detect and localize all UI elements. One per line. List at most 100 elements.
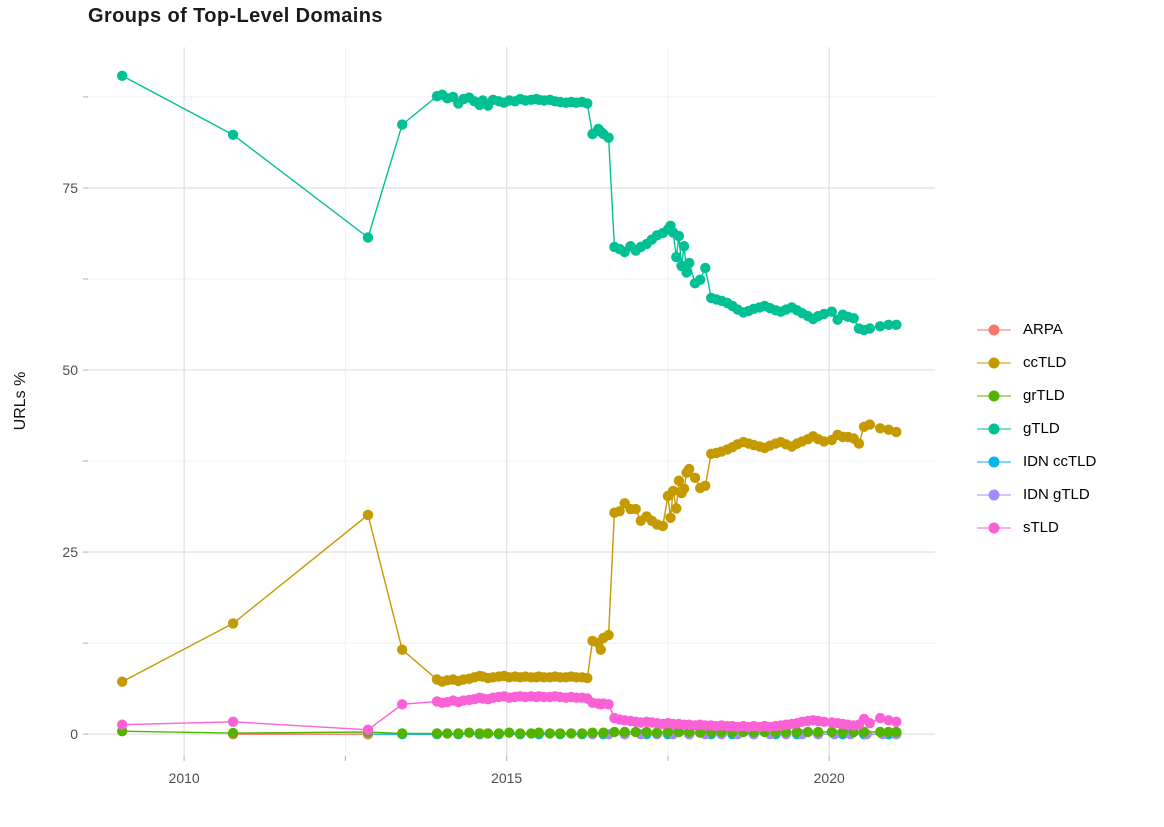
data-point xyxy=(673,475,685,486)
data-point xyxy=(493,728,505,739)
y-tick-label: 50 xyxy=(62,362,78,378)
data-point xyxy=(582,672,593,684)
data-point xyxy=(362,509,374,521)
data-point xyxy=(662,726,674,738)
gridlines xyxy=(88,47,935,756)
legend-item-idn-gtld: IDN gTLD xyxy=(976,478,1096,511)
data-point xyxy=(864,419,875,430)
legend-item-grtld: grTLD xyxy=(976,379,1096,412)
data-point xyxy=(700,262,711,274)
data-point xyxy=(883,715,894,726)
data-point xyxy=(482,728,494,739)
legend-item-idn-cctld: IDN ccTLD xyxy=(976,445,1096,478)
data-point xyxy=(397,728,408,739)
data-point xyxy=(431,728,443,739)
data-point xyxy=(826,306,837,317)
legend-key-icon xyxy=(977,390,1011,401)
legend-label: sTLD xyxy=(1023,519,1059,536)
data-point xyxy=(603,132,614,143)
data-point xyxy=(117,676,128,687)
data-point xyxy=(630,726,641,738)
data-point xyxy=(875,712,886,724)
data-point xyxy=(891,716,902,727)
data-point xyxy=(695,274,706,285)
legend-item-arpa: ARPA xyxy=(976,313,1096,346)
x-tick-label: 2010 xyxy=(168,770,200,786)
data-point xyxy=(609,726,620,738)
data-point xyxy=(826,726,837,738)
data-point xyxy=(117,70,128,82)
legend-key-icon xyxy=(977,456,1011,467)
chart-title: Groups of Top-Level Domains xyxy=(88,5,383,27)
data-point xyxy=(442,728,453,739)
series-grtld xyxy=(117,726,902,739)
legend-label: ccTLD xyxy=(1023,354,1067,371)
data-point xyxy=(813,726,824,738)
data-point xyxy=(875,726,886,738)
data-point xyxy=(684,463,695,475)
legend-label: gTLD xyxy=(1023,420,1060,437)
data-point xyxy=(853,438,865,449)
data-point xyxy=(883,319,894,330)
data-point xyxy=(818,716,830,727)
data-point xyxy=(595,644,606,655)
data-point xyxy=(678,241,690,252)
data-point xyxy=(566,728,577,739)
series-line xyxy=(121,75,897,331)
series-cctld xyxy=(117,419,902,687)
data-point xyxy=(582,98,593,109)
data-point xyxy=(598,727,609,738)
data-point xyxy=(695,727,706,738)
series-stld xyxy=(117,691,902,735)
legend-label: IDN ccTLD xyxy=(1023,453,1097,470)
data-point xyxy=(619,726,630,738)
data-point xyxy=(533,727,545,738)
data-point xyxy=(397,119,408,130)
data-point xyxy=(362,724,374,735)
legend-key-icon xyxy=(977,357,1011,368)
data-point xyxy=(117,719,128,730)
data-point xyxy=(891,426,902,438)
data-point xyxy=(818,308,830,320)
data-point xyxy=(651,727,663,738)
data-point xyxy=(791,726,803,738)
data-point xyxy=(227,727,239,739)
data-point xyxy=(227,129,239,140)
data-point xyxy=(875,321,886,332)
x-tick-label: 2015 xyxy=(491,770,523,786)
data-point xyxy=(657,520,668,532)
legend-label: ARPA xyxy=(1023,321,1063,338)
legend-label: IDN gTLD xyxy=(1023,486,1090,503)
data-point xyxy=(555,728,566,739)
data-point xyxy=(689,472,701,483)
series-gtld xyxy=(117,70,902,336)
data-point xyxy=(526,728,537,739)
data-point xyxy=(671,503,682,514)
y-tick-label: 75 xyxy=(62,179,78,196)
data-point xyxy=(587,727,598,738)
data-point xyxy=(681,267,692,278)
data-point xyxy=(883,726,894,738)
data-point xyxy=(641,726,652,738)
data-point xyxy=(848,313,859,324)
data-point xyxy=(515,728,526,739)
data-point xyxy=(891,726,902,738)
data-point xyxy=(453,728,464,739)
legend-label: grTLD xyxy=(1023,387,1065,404)
data-point xyxy=(464,727,475,738)
data-point xyxy=(544,728,556,739)
data-point xyxy=(397,644,408,655)
legend-key-icon xyxy=(977,522,1011,533)
data-point xyxy=(614,506,625,517)
data-point xyxy=(837,726,848,738)
legend-item-cctld: ccTLD xyxy=(976,346,1096,379)
data-point xyxy=(818,436,830,447)
legend-key-icon xyxy=(977,489,1011,500)
data-point xyxy=(678,483,690,494)
data-point xyxy=(864,718,875,729)
legend-item-stld: sTLD xyxy=(976,511,1096,544)
data-point xyxy=(576,728,588,739)
data-point xyxy=(673,726,685,738)
data-point xyxy=(875,423,886,434)
